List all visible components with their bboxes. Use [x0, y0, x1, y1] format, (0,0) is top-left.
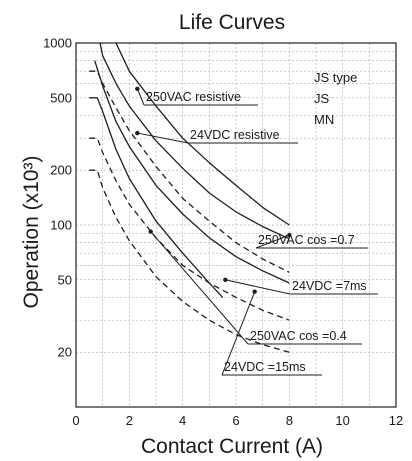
y-tick-label: 20 [58, 345, 72, 360]
y-axis-label: Operation (x10³) [20, 156, 43, 309]
annotation-leader [221, 291, 256, 376]
annotation-label-24vdc-resistive: 24VDC resistive [190, 128, 280, 142]
annotation-label-250vac-cos-0-4: 250VAC cos =0.4 [250, 329, 347, 343]
legend-entry-js-type: JS type [314, 70, 357, 85]
annotation-label-250vac-resistive: 250VAC resistive [146, 90, 241, 104]
chart-title: Life Curves [179, 11, 285, 34]
curve-series-7 [89, 169, 290, 353]
x-tick-label: 6 [232, 413, 239, 428]
curve-24vdc-resistive [99, 42, 290, 240]
curve-250vac-resistive [115, 42, 290, 226]
x-tick-label: 8 [286, 413, 293, 428]
y-tick-label: 200 [50, 163, 72, 178]
x-tick-labels: 0 2 4 6 8 10 12 [72, 413, 403, 428]
curves [89, 42, 290, 353]
x-tick-label: 4 [179, 413, 186, 428]
annotation-label-250vac-cos-0-7: 250VAC cos =0.7 [258, 233, 355, 247]
x-tick-label: 10 [335, 413, 349, 428]
annotation-leader [137, 132, 189, 144]
annotations: 250VAC resistive 24VDC resistive 250VAC co… [135, 86, 378, 376]
annotation-label-24vdc-7ms: 24VDC =7ms [292, 279, 367, 293]
curve-24vdc-15ms [89, 97, 224, 298]
y-tick-label: 100 [50, 218, 72, 233]
curve-250vac-cos-0-4 [89, 137, 290, 321]
annotation-leader [225, 279, 291, 295]
curve-24vdc-7ms [94, 60, 290, 284]
x-tick-label: 12 [389, 413, 403, 428]
annotation-arrowhead [252, 289, 257, 294]
curve-250vac-cos-0-7 [89, 70, 290, 273]
y-tick-labels: 20 50 100 200 500 1000 [43, 36, 72, 360]
x-tick-label: 0 [72, 413, 79, 428]
plot-border [75, 42, 397, 408]
legend-entry-mn: MN [314, 112, 334, 127]
y-tick-label: 50 [58, 272, 72, 287]
annotation-label-24vdc-15ms: 24VDC =15ms [224, 360, 306, 374]
y-tick-label: 500 [50, 90, 72, 105]
legend: JS type JS MN [314, 70, 357, 127]
annotation-leader [150, 231, 249, 345]
legend-entry-js: JS [314, 91, 330, 106]
annotation-arrowhead [287, 232, 292, 238]
grid [76, 43, 396, 407]
plot-frame [75, 42, 397, 408]
annotation-leader [255, 234, 290, 249]
annotation-arrowhead [135, 86, 140, 92]
annotation-leader [136, 88, 145, 106]
annotation-arrowhead [223, 277, 228, 282]
x-tick-label: 2 [126, 413, 133, 428]
annotation-arrowhead [148, 229, 153, 234]
y-tick-label: 1000 [43, 36, 72, 51]
annotation-arrowhead [135, 130, 140, 136]
x-axis-label: Contact Current (A) [141, 435, 323, 458]
